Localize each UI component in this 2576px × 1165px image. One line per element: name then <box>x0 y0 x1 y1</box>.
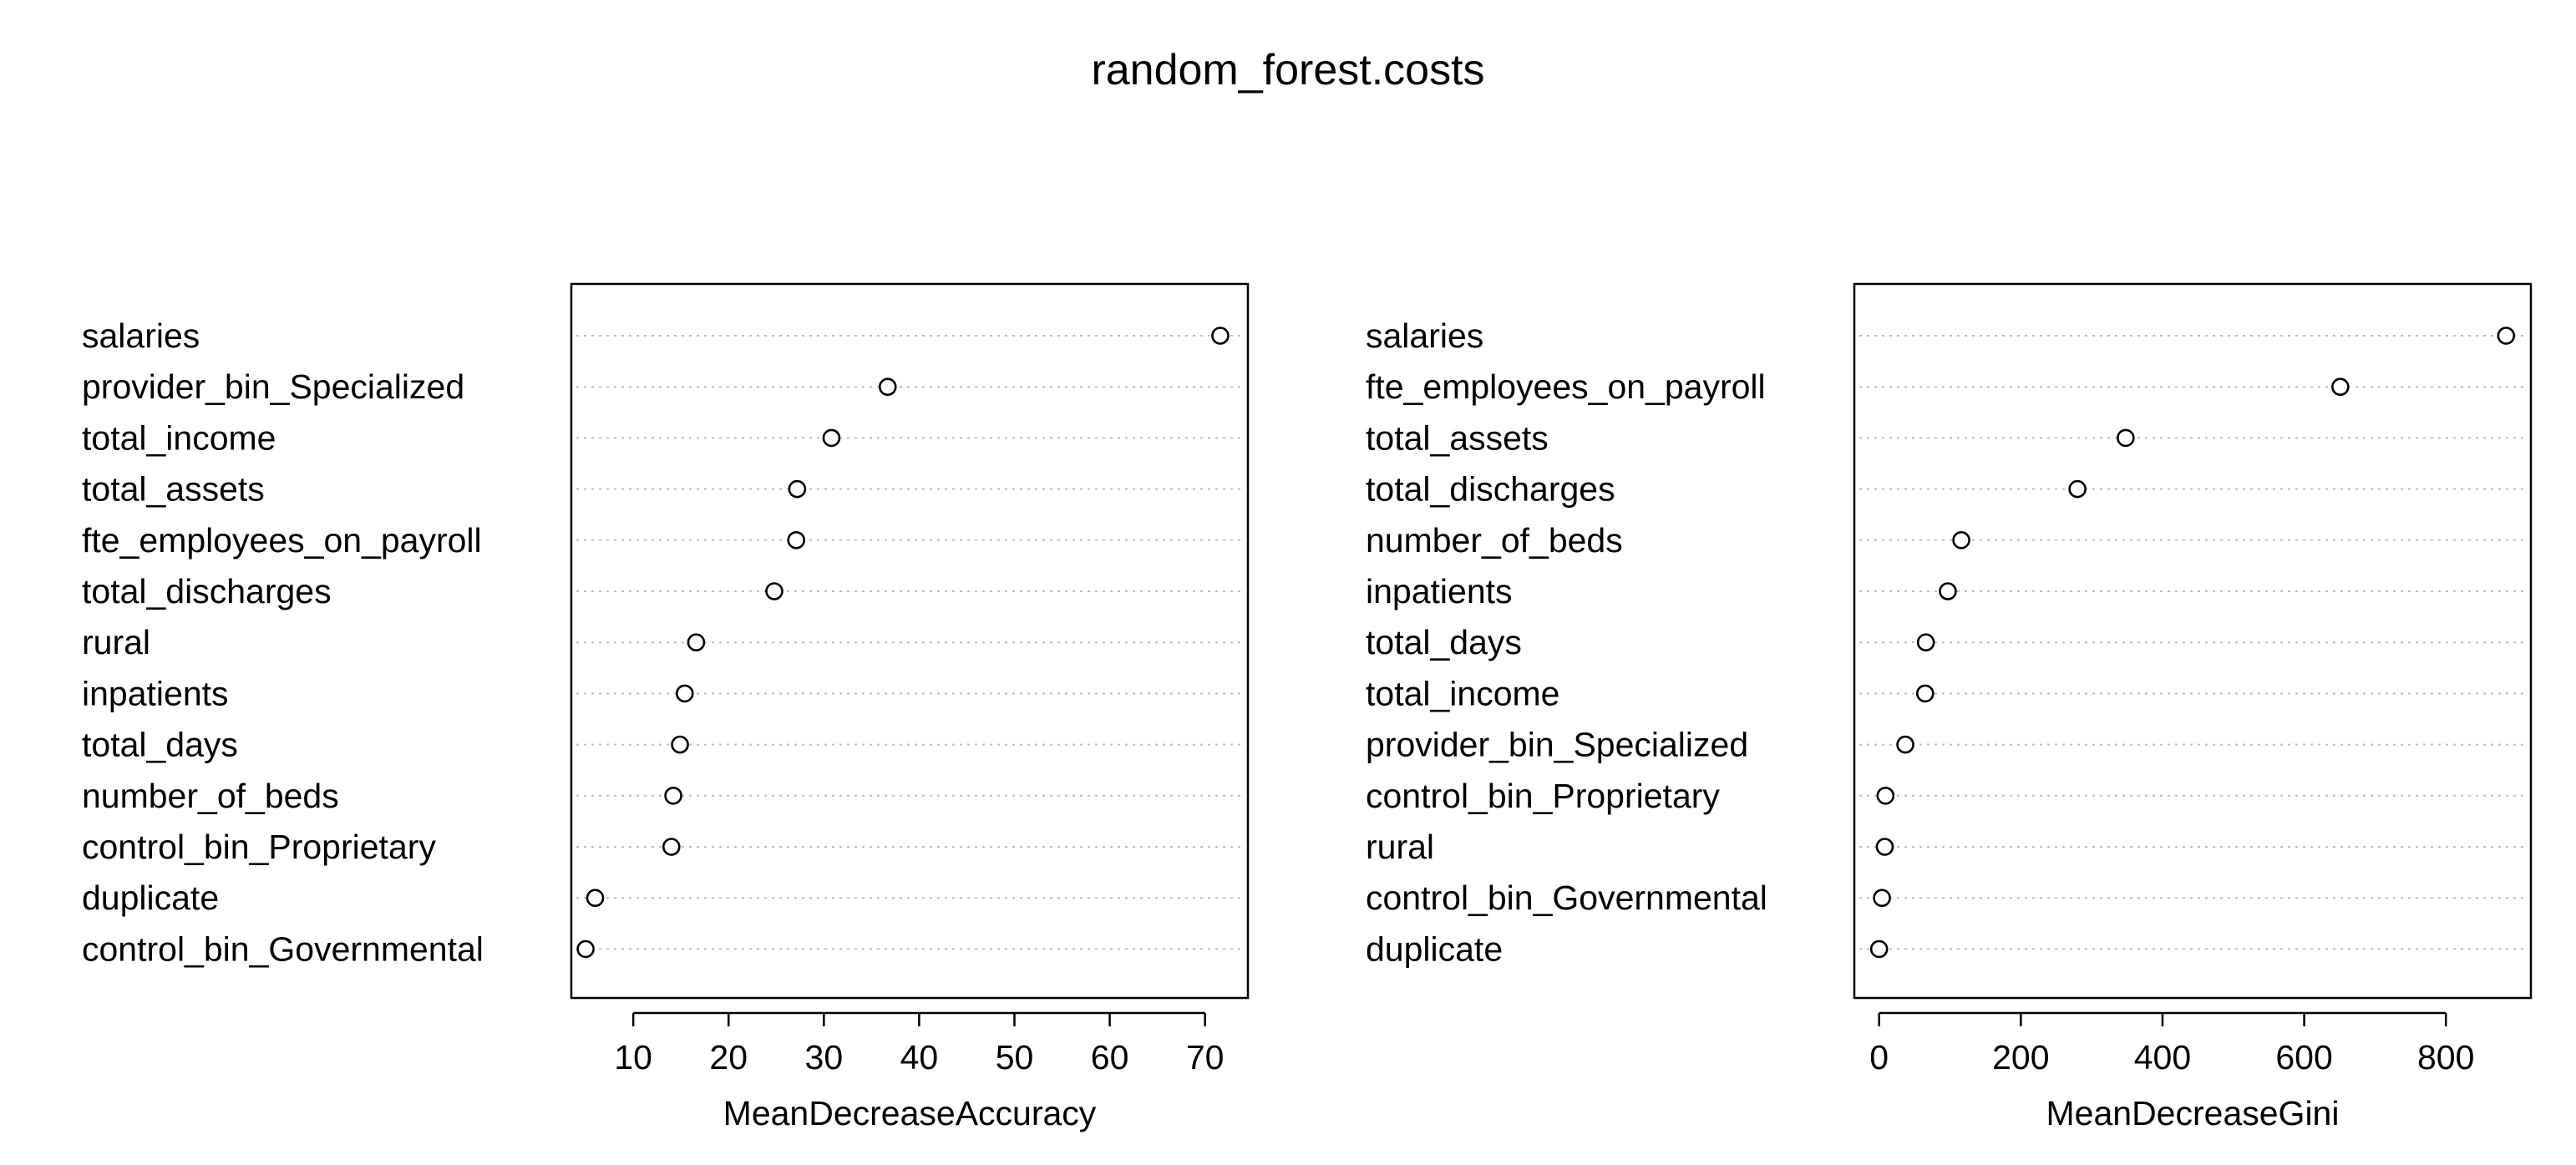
accuracy-x-tick-label: 50 <box>996 1038 1034 1076</box>
gini-x-tick-label: 0 <box>1869 1038 1889 1076</box>
gini-x-axis-label: MeanDecreaseGini <box>2046 1094 2340 1132</box>
gini-category-label: fte_employees_on_payroll <box>1366 367 1766 406</box>
gini-panel: salaries fte_employees_on_payroll total_as… <box>1366 282 2533 1132</box>
gini-category-label: duplicate <box>1366 929 1503 968</box>
accuracy-category-label: inpatients <box>82 674 229 712</box>
accuracy-data-point <box>687 633 706 652</box>
accuracy-category-label: control_bin_Proprietary <box>82 828 436 866</box>
accuracy-category-label: fte_employees_on_payroll <box>82 521 482 560</box>
gini-x-tick-label: 600 <box>2275 1038 2332 1076</box>
accuracy-category-label: control_bin_Governmental <box>82 929 484 968</box>
gini-data-point <box>1875 838 1894 856</box>
gini-category-label: total_assets <box>1366 418 1549 457</box>
accuracy-plot-frame <box>570 282 1250 1000</box>
gini-category-label: control_bin_Governmental <box>1366 879 1767 917</box>
accuracy-data-point <box>1211 327 1230 345</box>
accuracy-x-tick-label: 30 <box>805 1038 844 1076</box>
accuracy-category-label: total_discharges <box>82 572 332 610</box>
gini-data-point <box>1952 530 1970 550</box>
gini-data-point <box>1939 582 1957 600</box>
accuracy-data-point <box>787 530 806 550</box>
gini-category-label: salaries <box>1366 317 1483 355</box>
accuracy-data-point <box>765 582 783 600</box>
gini-x-tick-label: 200 <box>1992 1038 2049 1076</box>
chart-title: random_forest.costs <box>1091 46 1485 94</box>
gini-data-point <box>1916 633 1935 652</box>
accuracy-data-point <box>576 940 595 959</box>
gini-category-label: inpatients <box>1366 572 1513 610</box>
gini-data-point <box>2331 377 2350 397</box>
accuracy-panel: salaries provider_bin_Specialized total_in… <box>82 282 1250 1132</box>
accuracy-data-point <box>671 735 689 754</box>
accuracy-data-point <box>664 786 682 805</box>
accuracy-data-point <box>586 889 605 907</box>
accuracy-x-tick-label: 70 <box>1186 1038 1225 1076</box>
accuracy-category-label: number_of_beds <box>82 777 339 815</box>
accuracy-x-tick-label: 60 <box>1091 1038 1129 1076</box>
accuracy-category-label: duplicate <box>82 879 219 917</box>
accuracy-data-point <box>822 428 841 448</box>
gini-data-point <box>1876 786 1895 805</box>
gini-plot-frame <box>1853 282 2533 1000</box>
accuracy-x-axis-label: MeanDecreaseAccuracy <box>723 1094 1097 1132</box>
gini-data-point <box>2117 428 2135 448</box>
accuracy-category-label: total_assets <box>82 470 265 509</box>
accuracy-data-point <box>878 377 897 397</box>
accuracy-data-point <box>788 479 807 499</box>
gini-data-point <box>2068 479 2087 499</box>
gini-data-point <box>1896 735 1914 754</box>
gini-category-label: number_of_beds <box>1366 521 1623 560</box>
accuracy-x-tick-label: 10 <box>614 1038 652 1076</box>
accuracy-category-label: salaries <box>82 317 200 355</box>
gini-category-label: total_income <box>1366 674 1559 712</box>
accuracy-data-point <box>662 838 681 856</box>
gini-category-label: control_bin_Proprietary <box>1366 777 1720 815</box>
gini-data-point <box>1916 684 1935 703</box>
accuracy-category-label: total_income <box>82 418 276 457</box>
accuracy-category-label: total_days <box>82 726 238 764</box>
gini-data-point <box>2497 327 2516 345</box>
accuracy-x-tick-label: 20 <box>709 1038 748 1076</box>
gini-category-label: provider_bin_Specialized <box>1366 726 1748 764</box>
gini-data-point <box>1869 940 1889 959</box>
gini-category-label: rural <box>1366 828 1434 866</box>
accuracy-data-point <box>675 684 694 703</box>
accuracy-category-label: rural <box>82 623 150 661</box>
gini-category-label: total_discharges <box>1366 470 1615 509</box>
gini-category-label: total_days <box>1366 623 1522 661</box>
gini-x-tick-label: 400 <box>2134 1038 2191 1076</box>
accuracy-category-label: provider_bin_Specialized <box>82 367 464 406</box>
gini-data-point <box>1873 889 1891 907</box>
gini-x-tick-label: 800 <box>2417 1038 2474 1076</box>
accuracy-x-tick-label: 40 <box>900 1038 939 1076</box>
